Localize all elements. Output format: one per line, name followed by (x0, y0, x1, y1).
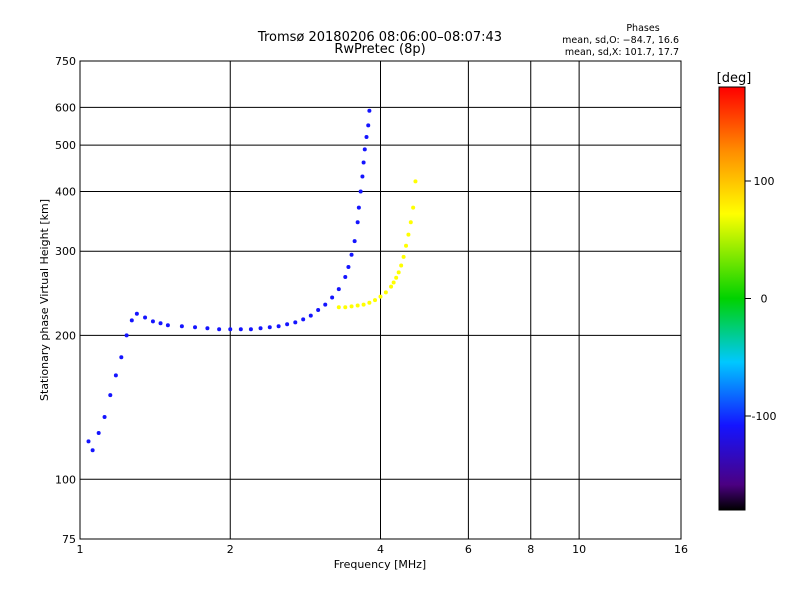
data-point-o (193, 325, 198, 330)
data-points (86, 108, 418, 453)
colorbar-ticks: 100 0 -100 (745, 175, 776, 423)
data-point-o (364, 135, 369, 140)
data-point-o (267, 325, 272, 330)
colorbar-tick-label: 0 (761, 293, 768, 306)
data-point-o (356, 205, 361, 210)
data-point-x (361, 302, 366, 307)
data-point-x (396, 270, 401, 275)
data-point-o (228, 327, 233, 332)
chart-subtitle: RwPretec (8p) (334, 42, 425, 57)
x-tick-label: 2 (227, 543, 234, 556)
data-point-o (108, 393, 113, 398)
data-point-o (124, 333, 129, 338)
data-point-o (367, 108, 372, 113)
y-tick-label: 300 (55, 245, 76, 258)
colorbar-label: [deg] (717, 71, 752, 86)
data-point-o (143, 315, 148, 320)
data-point-o (238, 327, 243, 332)
data-point-o (217, 327, 222, 332)
data-point-x (343, 305, 348, 310)
data-point-x (406, 232, 411, 237)
y-axis-ticks: 75 100 200 300 400 500 600 750 (55, 55, 76, 546)
data-point-x (389, 284, 394, 289)
data-point-x (411, 205, 416, 210)
data-point-o (366, 123, 371, 128)
data-point-o (150, 319, 155, 324)
y-tick-label: 750 (55, 55, 76, 68)
data-point-x (408, 220, 413, 225)
data-point-x (383, 290, 388, 295)
data-point-x (373, 298, 378, 303)
data-point-x (378, 294, 383, 299)
data-point-x (367, 300, 372, 305)
y-tick-label: 600 (55, 101, 76, 114)
x-axis-ticks: 1 2 4 6 8 10 16 (77, 543, 689, 556)
x-tick-label: 4 (377, 543, 384, 556)
data-point-o (258, 326, 263, 331)
data-point-x (391, 280, 396, 285)
x-tick-label: 6 (465, 543, 472, 556)
data-point-o (102, 414, 107, 419)
data-point-o (330, 295, 335, 300)
data-point-o (248, 327, 253, 332)
data-point-o (323, 302, 328, 307)
data-point-o (301, 317, 306, 322)
x-tick-label: 1 (77, 543, 84, 556)
gridlines (80, 61, 681, 539)
data-point-x (413, 179, 418, 184)
colorbar-tick-label: 100 (754, 175, 775, 188)
data-point-o (179, 324, 184, 329)
data-point-o (336, 287, 341, 292)
x-tick-label: 10 (572, 543, 586, 556)
plot-frame (79, 60, 682, 540)
y-tick-label: 400 (55, 185, 76, 198)
phase-info-heading: Phases (626, 23, 659, 34)
x-axis-label: Frequency [MHz] (334, 558, 426, 571)
data-point-x (349, 304, 354, 309)
data-point-x (404, 243, 409, 248)
data-point-o (346, 265, 351, 270)
y-tick-label: 75 (62, 533, 76, 546)
data-point-x (401, 254, 406, 259)
y-tick-label: 500 (55, 139, 76, 152)
data-point-x (336, 305, 341, 310)
data-point-o (165, 323, 170, 328)
data-point-o (285, 322, 290, 327)
data-point-o (119, 355, 124, 360)
data-point-o (90, 448, 95, 453)
y-axis-label: Stationary phase Virtual Height [km] (38, 199, 51, 401)
colorbar (718, 86, 746, 511)
data-point-o (308, 313, 313, 318)
data-point-o (276, 324, 281, 329)
data-point-o (355, 220, 360, 225)
data-point-o (360, 174, 365, 179)
data-point-o (362, 147, 367, 152)
data-point-o (343, 274, 348, 279)
data-point-o (358, 189, 363, 194)
data-point-o (316, 308, 321, 313)
y-tick-label: 100 (55, 473, 76, 486)
data-point-o (86, 439, 91, 444)
data-point-o (352, 239, 357, 244)
data-point-x (355, 303, 360, 308)
colorbar-tick-label: -100 (752, 410, 777, 423)
data-point-x (394, 275, 399, 280)
data-point-o (293, 320, 298, 325)
data-point-o (158, 321, 163, 326)
data-point-x (399, 263, 404, 268)
data-point-o (96, 430, 101, 435)
data-point-o (134, 311, 139, 316)
x-tick-label: 16 (674, 543, 688, 556)
x-tick-label: 8 (527, 543, 534, 556)
chart-title: Tromsø 20180206 08:06:00–08:07:43 (257, 30, 502, 45)
phase-info-o: mean, sd,O: −84.7, 16.6 (562, 35, 679, 46)
data-point-o (349, 252, 354, 257)
phase-info-x: mean, sd,X: 101.7, 17.7 (565, 47, 679, 58)
data-point-o (205, 326, 210, 331)
y-tick-label: 200 (55, 329, 76, 342)
data-point-o (129, 318, 134, 323)
data-point-o (113, 373, 118, 378)
data-point-o (361, 160, 366, 165)
